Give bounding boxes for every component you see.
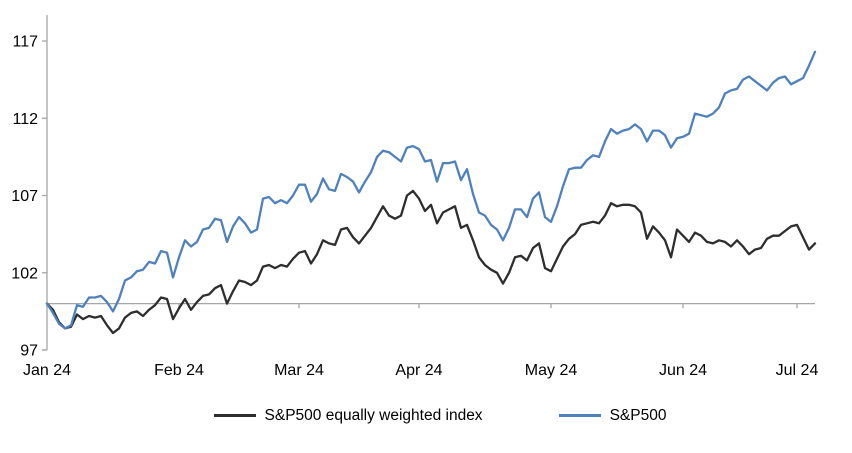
x-tick-label: Jul 24 (776, 362, 819, 379)
plot-area: 97 102 107 112 117 Jan 24 Feb 24 Mar 24 Apr 24 Ma… (11, 15, 819, 379)
legend-item-sp500: S&P500 (558, 407, 667, 424)
legend: S&P500 equally weighted index S&P500 (0, 408, 852, 424)
x-tick-label: Apr 24 (395, 362, 442, 379)
y-tick-label: 102 (11, 265, 38, 282)
x-tick-label: Jan 24 (23, 362, 71, 379)
x-tick-label: Mar 24 (274, 362, 324, 379)
legend-swatch-sp500 (558, 414, 601, 418)
legend-item-equal-weighted: S&P500 equally weighted index (213, 407, 483, 424)
line-chart: 97 102 107 112 117 Jan 24 Feb 24 Mar 24 Apr 24 Ma… (11, 15, 819, 379)
series-line-equal-weighted (45, 189, 817, 335)
legend-swatch-equal-weighted (213, 414, 256, 418)
y-tick-label: 107 (11, 188, 38, 205)
legend-label-sp500: S&P500 (609, 407, 667, 424)
series-line-sp500 (45, 50, 817, 330)
y-tick-label: 97 (20, 343, 38, 360)
y-tick-label: 112 (12, 111, 38, 128)
x-tick-label: May 24 (525, 362, 578, 379)
y-tick-label: 117 (12, 34, 38, 51)
x-tick-label: Feb 24 (154, 362, 204, 379)
legend-label-equal-weighted: S&P500 equally weighted index (264, 407, 483, 424)
x-tick-label: Jun 24 (659, 362, 707, 379)
